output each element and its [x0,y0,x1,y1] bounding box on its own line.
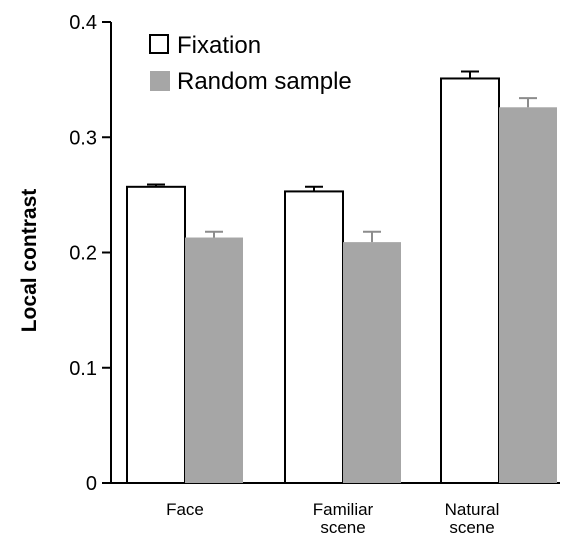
y-tick-label: 0.2 [69,243,97,265]
bar-fixation [285,191,343,483]
bar-random-sample [185,238,243,483]
legend-swatch [150,35,168,53]
legend-label: Fixation [177,32,261,59]
legend-label: Random sample [177,68,352,95]
y-tick-label: 0 [86,473,97,495]
bar-random-sample [343,242,401,483]
x-category-label: scene [320,518,365,537]
x-category-label: Familiar [313,500,374,519]
y-axis-title: Local contrast [18,189,41,333]
x-category-label: Natural [445,500,500,519]
x-category-label: scene [449,518,494,537]
y-tick-label: 0.4 [69,12,97,34]
legend-swatch [150,71,170,91]
y-tick-label: 0.3 [69,127,97,149]
bar-random-sample [499,107,557,483]
x-category-label: Face [166,500,204,519]
bar-fixation [127,187,185,483]
bar-fixation [441,78,499,483]
y-tick-label: 0.1 [69,358,97,380]
